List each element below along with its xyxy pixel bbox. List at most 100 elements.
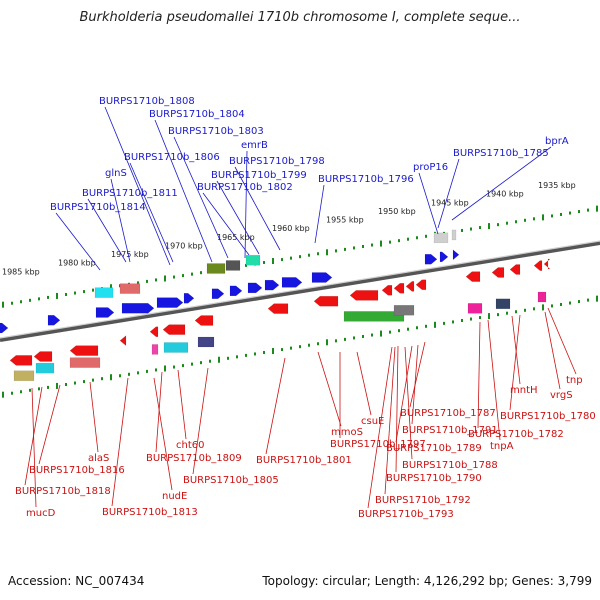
kbp-tick-label: 1970 kbp: [165, 241, 203, 250]
forward-gene-label: emrB: [241, 140, 268, 151]
track-dot: [416, 326, 418, 330]
track-dot: [461, 318, 463, 322]
reverse-gene-label: vrgS: [550, 390, 573, 401]
track-dot: [227, 356, 229, 360]
track-dot: [155, 368, 157, 372]
track-dot: [407, 327, 409, 331]
track-dot: [542, 214, 544, 221]
track-dot: [443, 321, 445, 325]
track-dot: [272, 348, 274, 355]
gene-feature: [247, 282, 263, 294]
gene-feature: [393, 305, 415, 316]
track-dot: [74, 291, 76, 295]
track-dot: [308, 343, 310, 347]
track-dot: [515, 220, 517, 224]
reverse-label-leader: [31, 387, 37, 508]
track-dot: [488, 223, 490, 230]
reverse-label-leader: [395, 345, 413, 443]
track-dot: [506, 221, 508, 225]
track-dot: [263, 260, 265, 264]
reverse-gene-label: tnpA: [490, 441, 514, 452]
forward-gene-label: BURPS1710b_1799: [211, 170, 307, 181]
reverse-gene-label: alaS: [88, 453, 109, 464]
track-dot: [515, 310, 517, 314]
track-dot: [56, 292, 58, 299]
track-dot: [371, 333, 373, 337]
gene-feature: [225, 260, 241, 271]
gene-feature: [94, 287, 114, 298]
reverse-gene-label: BURPS1710b_1792: [375, 495, 471, 506]
gene-feature: [405, 281, 415, 292]
forward-gene-label: BURPS1710b_1811: [82, 188, 178, 199]
track-dot: [299, 255, 301, 259]
track-dot: [389, 240, 391, 244]
track-dot: [218, 356, 220, 363]
reverse-label-leader: [509, 314, 521, 411]
gene-feature: [467, 303, 483, 314]
reverse-gene-label: BURPS1710b_1813: [102, 507, 198, 518]
track-dot: [380, 240, 382, 247]
reverse-gene-label: BURPS1710b_1787: [400, 408, 496, 419]
forward-label-leader: [234, 166, 281, 251]
track-dot: [2, 301, 4, 308]
gene-feature: [162, 324, 186, 335]
forward-gene-label: BURPS1710b_1806: [124, 152, 220, 163]
track-dot: [272, 258, 274, 265]
reverse-label-leader: [367, 346, 393, 509]
track-dot: [353, 336, 355, 340]
track-dot: [164, 365, 166, 372]
track-dot: [533, 307, 535, 311]
reverse-gene-label: BURPS1710b_1801: [256, 455, 352, 466]
gene-feature: [119, 283, 141, 294]
track-dot: [299, 345, 301, 349]
track-dot: [497, 313, 499, 317]
gene-feature: [229, 285, 243, 297]
track-dot: [587, 208, 589, 212]
track-dot: [380, 330, 382, 337]
reverse-label-leader: [177, 369, 187, 440]
track-dot: [326, 339, 328, 346]
gene-feature: [495, 298, 511, 310]
reverse-gene-label: BURPS1710b_1782: [468, 429, 564, 440]
track-dot: [146, 369, 148, 373]
track-dot: [542, 304, 544, 311]
track-dot: [137, 281, 139, 285]
track-dot: [65, 382, 67, 386]
track-dot: [20, 300, 22, 304]
gene-feature: [163, 342, 189, 353]
forward-label-leader: [202, 192, 250, 256]
forward-labels: BURPS1710b_1808 BURPS1710b_1804 BURPS1710b…: [50, 96, 569, 271]
track-dot: [362, 334, 364, 338]
forward-gene-label: BURPS1710b_1785: [453, 148, 549, 159]
forward-label-leader: [437, 158, 460, 229]
track-dot: [110, 284, 112, 291]
reverse-label-leader: [192, 367, 209, 475]
track-dot: [38, 387, 40, 391]
forward-gene-label: proP16: [413, 162, 448, 173]
gene-feature: [281, 277, 303, 288]
track-dot: [119, 374, 121, 378]
track-dot: [182, 364, 184, 368]
track-dot: [596, 295, 598, 302]
gene-feature: [264, 279, 280, 291]
track-dot: [191, 272, 193, 276]
kbp-tick-label: 1975 kbp: [111, 250, 149, 259]
gene-feature: [156, 297, 184, 308]
track-dot: [209, 359, 211, 363]
gene-feature: [13, 370, 35, 381]
gene-feature: [311, 272, 333, 283]
reverse-label-leader: [487, 319, 501, 441]
gene-feature: [381, 284, 393, 296]
track-dot: [29, 298, 31, 302]
track-dot: [434, 321, 436, 328]
track-dot: [569, 211, 571, 215]
track-dot: [407, 237, 409, 241]
track-dot: [425, 324, 427, 328]
track-dot: [317, 252, 319, 256]
reverse-gene-label: cht60: [176, 440, 204, 451]
track-dot: [461, 228, 463, 232]
topology-summary: Topology: circular; Length: 4,126,292 bp…: [262, 574, 592, 588]
track-dot: [344, 247, 346, 251]
track-dot: [569, 301, 571, 305]
forward-label-leader: [173, 136, 229, 259]
